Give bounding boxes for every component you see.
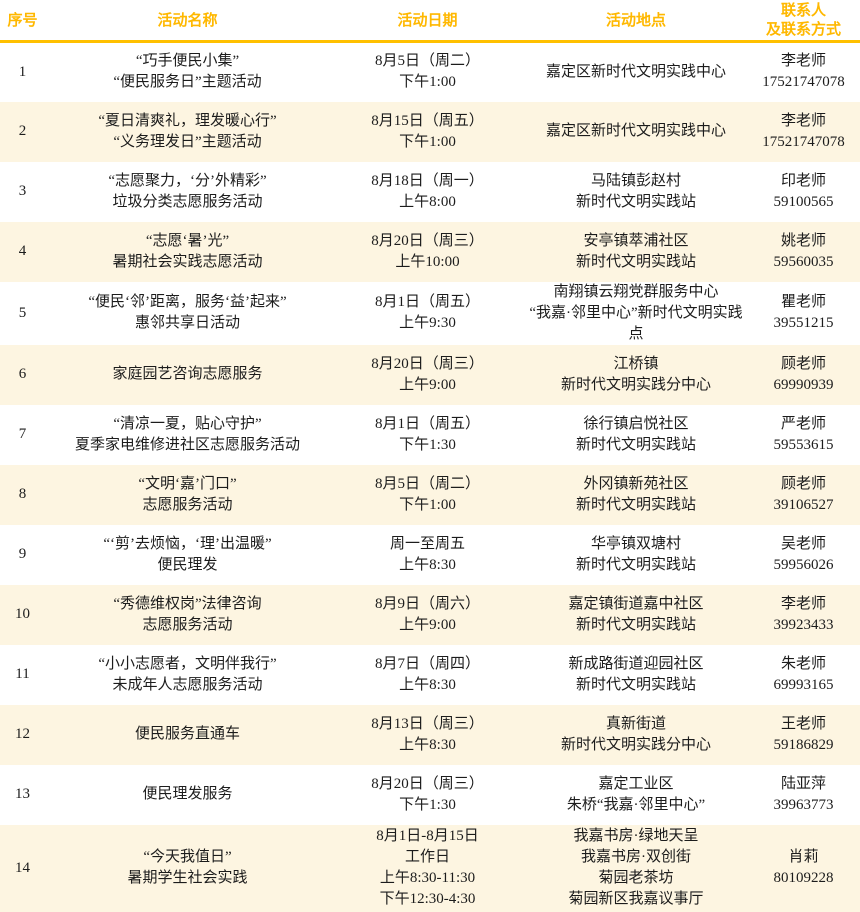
cell-activity-location: 嘉定工业区 朱桥“我嘉·邻里中心” [566,775,706,813]
cell-no: 10 [15,606,30,622]
cell-activity-date: 8月13日（周三） 上午8:30 [371,715,484,753]
cell-activity-location: 真新街道 新时代文明实践分中心 [560,715,711,753]
cell-no: 4 [18,243,27,259]
cell-activity-location: 新成路街道迎园社区 新时代文明实践站 [568,655,704,693]
table-row: 10 “秀德维权岗”法律咨询 志愿服务活动 8月9日（周六） 上午9:00 嘉定… [0,584,860,645]
cell-activity-name: 便民服务直通车 [134,726,240,742]
cell-no: 9 [18,546,27,562]
cell-activity-name: “‘剪’去烦恼，‘理’出温暖” 便民理发 [103,535,272,573]
table-row: 5 “便民‘邻’距离，服务‘益’起来” 惠邻共享日活动 8月1日（周五） 上午9… [0,281,860,345]
cell-contact: 肖莉 80109228 [773,849,834,886]
cell-activity-location: 南翔镇云翔党群服务中心 “我嘉·邻里中心”新时代文明实践 点 [529,283,743,342]
cell-activity-date: 8月1日-8月15日 工作日 上午8:30-11:30 下午12:30-4:30 [376,828,479,907]
cell-activity-date: 8月15日（周五） 下午1:00 [371,112,484,150]
cell-activity-name: “巧手便民小集” “便民服务日”主题活动 [113,53,262,91]
cell-activity-name: “夏日清爽礼，理发暖心行” “义务理发日”主题活动 [98,112,277,150]
header-row: 序号 活动名称 活动日期 活动地点 联系人 及联系方式 [0,0,860,43]
cell-activity-name: 便民理发服务 [142,786,233,802]
table-header: 序号 活动名称 活动日期 活动地点 联系人 及联系方式 [0,0,860,43]
cell-activity-date: 8月20日（周三） 下午1:30 [371,775,484,813]
header-activity-name: 活动名称 [45,0,330,43]
table-row: 12 便民服务直通车 8月13日（周三） 上午8:30 真新街道 新时代文明实践… [0,704,860,765]
table-row: 9 “‘剪’去烦恼，‘理’出温暖” 便民理发 周一至周五 上午8:30 华亭镇双… [0,524,860,585]
cell-no: 14 [15,859,30,876]
cell-activity-name: “今天我值日” 暑期学生社会实践 [127,849,248,886]
table-row: 8 “文明‘嘉’门口” 志愿服务活动 8月5日（周二） 下午1:00 外冈镇新苑… [0,464,860,525]
cell-activity-date: 8月20日（周三） 上午9:00 [371,355,484,393]
cell-activity-name: “志愿‘暑’光” 暑期社会实践志愿活动 [112,232,263,270]
cell-activity-date: 8月5日（周二） 下午1:00 [374,53,480,91]
cell-activity-location: 马陆镇彭赵村 新时代文明实践站 [575,172,696,210]
cell-no: 7 [18,426,27,442]
cell-contact: 王老师 59186829 [773,715,834,753]
cell-activity-name: “小小志愿者，文明伴我行” 未成年人志愿服务活动 [98,655,277,693]
cell-activity-name: “志愿聚力，‘分’外精彩” 垃圾分类志愿服务活动 [108,172,267,210]
table-row: 14 “今天我值日” 暑期学生社会实践 8月1日-8月15日 工作日 上午8:3… [0,824,860,912]
cell-contact: 陆亚萍 39963773 [773,775,834,813]
cell-contact: 印老师 59100565 [773,172,834,210]
cell-activity-name: “秀德维权岗”法律咨询 志愿服务活动 [113,595,262,633]
header-activity-location: 活动地点 [525,0,747,43]
cell-no: 5 [18,304,27,321]
cell-activity-name: “文明‘嘉’门口” 志愿服务活动 [138,475,237,513]
cell-no: 11 [15,666,30,682]
table-row: 6 家庭园艺咨询志愿服务 8月20日（周三） 上午9:00 江桥镇 新时代文明实… [0,344,860,405]
cell-activity-date: 8月20日（周三） 上午10:00 [371,232,484,270]
table-body: 1 “巧手便民小集” “便民服务日”主题活动 8月5日（周二） 下午1:00 嘉… [0,41,860,912]
table-row: 1 “巧手便民小集” “便民服务日”主题活动 8月5日（周二） 下午1:00 嘉… [0,41,860,102]
table-row: 2 “夏日清爽礼，理发暖心行” “义务理发日”主题活动 8月15日（周五） 下午… [0,101,860,162]
cell-contact: 严老师 59553615 [773,415,834,453]
cell-activity-date: 8月7日（周四） 上午8:30 [374,655,480,693]
cell-contact: 朱老师 69993165 [773,655,834,693]
cell-activity-location: 外冈镇新苑社区 新时代文明实践站 [575,475,696,513]
header-activity-date: 活动日期 [330,0,525,43]
cell-contact: 瞿老师 39551215 [773,294,834,331]
table-row: 3 “志愿聚力，‘分’外精彩” 垃圾分类志愿服务活动 8月18日（周一） 上午8… [0,161,860,222]
cell-no: 12 [15,726,30,742]
cell-activity-location: 嘉定区新时代文明实践中心 [545,63,726,80]
cell-activity-location: 华亭镇双塘村 新时代文明实践站 [575,535,696,573]
cell-contact: 顾老师 69990939 [773,355,834,393]
cell-activity-location: 我嘉书房·绿地天呈 我嘉书房·双创街 菊园老茶坊 菊园新区我嘉议事厅 [568,828,704,907]
cell-contact: 吴老师 59956026 [773,535,834,573]
cell-activity-date: 8月9日（周六） 上午9:00 [374,595,480,633]
cell-no: 13 [15,786,30,802]
table-row: 11 “小小志愿者，文明伴我行” 未成年人志愿服务活动 8月7日（周四） 上午8… [0,644,860,705]
cell-activity-date: 8月5日（周二） 下午1:00 [374,475,480,513]
table-row: 7 “清凉一夏，贴心守护” 夏季家电维修进社区志愿服务活动 8月1日（周五） 下… [0,404,860,465]
cell-activity-name: “便民‘邻’距离，服务‘益’起来” 惠邻共享日活动 [88,294,287,331]
table-row: 13 便民理发服务 8月20日（周三） 下午1:30 嘉定工业区 朱桥“我嘉·邻… [0,764,860,825]
cell-contact: 姚老师 59560035 [773,232,834,270]
cell-no: 6 [18,366,27,382]
cell-activity-location: 嘉定镇街道嘉中社区 新时代文明实践站 [568,595,704,633]
cell-activity-location: 嘉定区新时代文明实践中心 [545,123,726,139]
cell-activity-name: 家庭园艺咨询志愿服务 [112,366,263,382]
cell-contact: 李老师 17521747078 [762,112,845,150]
cell-contact: 李老师 39923433 [773,595,834,633]
cell-activity-name: “清凉一夏，贴心守护” 夏季家电维修进社区志愿服务活动 [74,415,300,453]
cell-activity-location: 安亭镇萃浦社区 新时代文明实践站 [575,232,696,270]
cell-activity-location: 江桥镇 新时代文明实践分中心 [560,355,711,393]
table-row: 4 “志愿‘暑’光” 暑期社会实践志愿活动 8月20日（周三） 上午10:00 … [0,221,860,282]
cell-no: 8 [18,486,27,502]
cell-activity-date: 8月18日（周一） 上午8:00 [371,172,484,210]
cell-activity-date: 8月1日（周五） 下午1:30 [374,415,480,453]
cell-activity-date: 周一至周五 上午8:30 [389,535,465,573]
cell-no: 1 [18,63,27,80]
header-no: 序号 [0,0,45,43]
header-contact: 联系人 及联系方式 [747,0,860,43]
cell-no: 2 [18,123,27,139]
cell-activity-location: 徐行镇启悦社区 新时代文明实践站 [575,415,696,453]
cell-contact: 顾老师 39106527 [773,475,834,513]
cell-no: 3 [18,183,27,199]
cell-contact: 李老师 17521747078 [762,53,845,91]
cell-activity-date: 8月1日（周五） 上午9:30 [374,294,480,331]
